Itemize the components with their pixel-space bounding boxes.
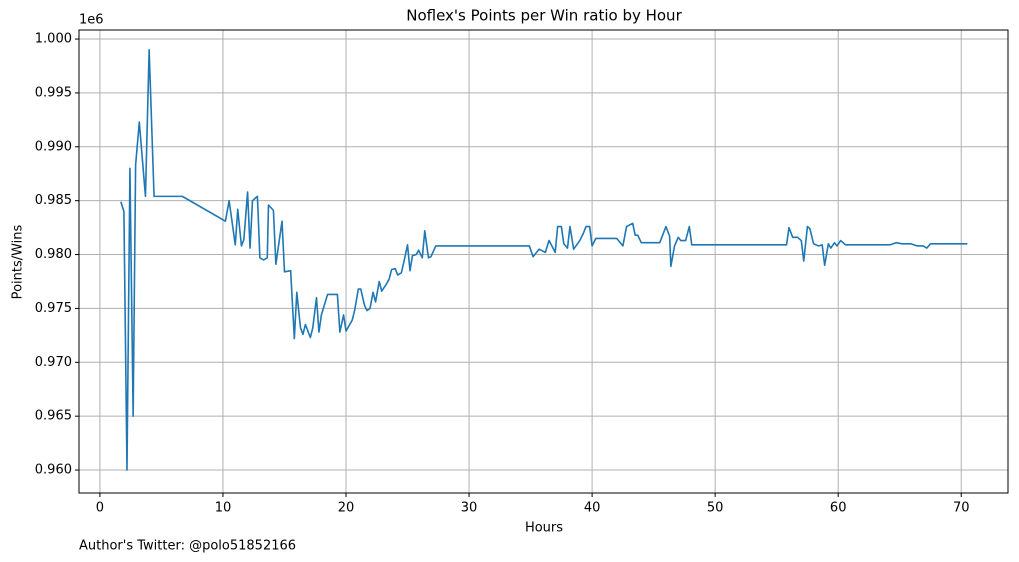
- y-offset-label: 1e6: [79, 13, 104, 28]
- x-tick-label: 30: [461, 501, 478, 516]
- x-tick-label: 60: [830, 501, 847, 516]
- x-tick-label: 50: [707, 501, 724, 516]
- x-tick-label: 40: [584, 501, 601, 516]
- y-tick-label: 0.975: [35, 301, 72, 316]
- y-tick-label: 0.990: [35, 139, 72, 154]
- y-tick-label: 1.000: [35, 32, 72, 47]
- x-tick-label: 0: [96, 501, 104, 516]
- y-axis-label: Points/Wins: [11, 224, 26, 299]
- y-tick-label: 0.995: [35, 85, 72, 100]
- x-tick-label: 10: [215, 501, 232, 516]
- plot-frame: [78, 29, 1009, 494]
- x-tick-label: 20: [338, 501, 355, 516]
- y-tick-label: 0.985: [35, 193, 72, 208]
- y-tick-label: 0.970: [35, 355, 72, 370]
- chart-title: Noflex's Points per Win ratio by Hour: [406, 7, 682, 25]
- x-tick-label: 70: [953, 501, 970, 516]
- y-tick-label: 0.965: [35, 409, 72, 424]
- data-line: [120, 49, 968, 471]
- footnote: Author's Twitter: @polo51852166: [79, 539, 296, 554]
- x-axis-label: Hours: [525, 521, 563, 536]
- y-tick-label: 0.980: [35, 247, 72, 262]
- y-tick-label: 0.960: [35, 463, 72, 478]
